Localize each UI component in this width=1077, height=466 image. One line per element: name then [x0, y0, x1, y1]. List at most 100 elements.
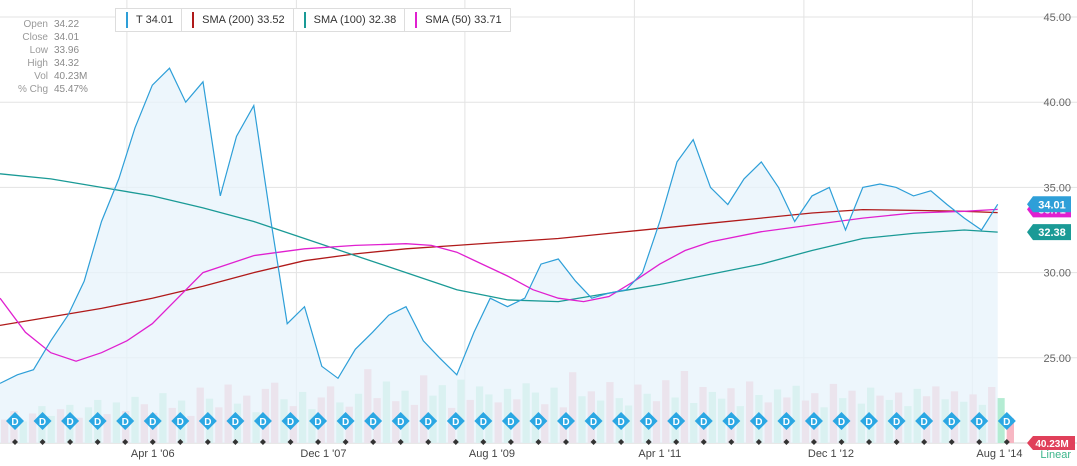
dividend-diamond — [584, 412, 603, 430]
dividend-marker[interactable]: D — [226, 412, 245, 445]
dividend-tick — [315, 439, 322, 445]
legend-chip-t[interactable]: T 34.01 — [115, 8, 182, 32]
dividend-marker[interactable]: D — [88, 412, 107, 445]
dividend-label: D — [232, 417, 239, 428]
legend-swatch-t — [126, 12, 128, 28]
dividend-marker[interactable]: D — [336, 412, 355, 445]
y-axis-labels: 45.00 40.00 35.00 30.00 25.00 — [1043, 12, 1071, 365]
dividend-label: D — [480, 417, 487, 428]
dividend-label: D — [452, 417, 459, 428]
dividend-label: D — [370, 417, 377, 428]
dividend-marker[interactable]: D — [942, 412, 961, 445]
dividend-diamond — [694, 412, 713, 430]
dividend-label: D — [838, 417, 845, 428]
dividend-marker[interactable]: D — [281, 412, 300, 445]
dividend-marker[interactable]: D — [584, 412, 603, 445]
dividend-diamond — [612, 412, 631, 430]
x-tick-label-2: Aug 1 '09 — [469, 448, 515, 460]
dividend-marker[interactable]: D — [777, 412, 796, 445]
dividend-marker[interactable]: D — [143, 412, 162, 445]
dividend-tick — [149, 439, 156, 445]
dividend-marker[interactable]: D — [639, 412, 658, 445]
dividend-diamond — [474, 412, 493, 430]
volume-bar — [1006, 418, 1014, 443]
dividend-tick — [177, 439, 184, 445]
dividend-diamond — [116, 412, 135, 430]
dividend-marker[interactable]: D — [116, 412, 135, 445]
dividend-tick — [948, 439, 955, 445]
dividend-marker[interactable]: D — [694, 412, 713, 445]
dividend-marker[interactable]: D — [915, 412, 934, 445]
x-tick-label-3: Apr 1 '11 — [638, 448, 681, 460]
dividend-marker[interactable]: D — [474, 412, 493, 445]
legend-chip-sma50[interactable]: SMA (50) 33.71 — [404, 8, 511, 32]
dividend-diamond — [860, 412, 879, 430]
dividend-tick — [783, 439, 790, 445]
dividend-marker[interactable]: D — [887, 412, 906, 445]
sma-200-line — [0, 208, 998, 327]
dividend-marker[interactable]: D — [557, 412, 575, 445]
legend-chip-sma100[interactable]: SMA (100) 32.38 — [292, 8, 405, 32]
dividend-marker[interactable]: D — [997, 412, 1016, 445]
dividend-marker[interactable]: D — [860, 412, 879, 445]
y-tick-label-4: 25.00 — [1043, 353, 1071, 365]
dividend-label: D — [673, 417, 680, 428]
volume-tag-bg — [1027, 436, 1075, 450]
dividend-label: D — [39, 417, 46, 428]
dividend-label: D — [562, 417, 569, 428]
dividend-tick — [590, 439, 597, 445]
value-tag-label-1: 32.38 — [1038, 227, 1066, 239]
dividend-marker[interactable]: D — [419, 412, 438, 445]
legend-chip-sma200[interactable]: SMA (200) 33.52 — [181, 8, 293, 32]
dividend-tick — [618, 439, 625, 445]
dividend-diamond — [529, 412, 548, 430]
dividend-tick — [259, 439, 266, 445]
dividend-diamond — [391, 412, 410, 430]
dividend-marker[interactable]: D — [61, 412, 80, 445]
dividend-marker[interactable]: D — [529, 412, 548, 445]
value-tag-bg-2 — [1027, 196, 1071, 213]
dividend-diamond — [970, 412, 989, 430]
dividend-marker[interactable]: D — [749, 412, 768, 445]
dividend-tick — [480, 439, 487, 445]
dividend-marker[interactable]: D — [309, 412, 328, 445]
x-tick-label-5: Aug 1 '14 — [976, 448, 1022, 460]
dividend-tick — [838, 439, 845, 445]
dividend-marker[interactable]: D — [6, 412, 24, 445]
dividend-tick — [921, 439, 928, 445]
dividend-marker[interactable]: D — [171, 412, 190, 445]
dividend-label: D — [700, 417, 707, 428]
dividend-label: D — [755, 417, 762, 428]
scale-toggle-linear[interactable]: Linear — [1040, 449, 1071, 461]
dividend-marker[interactable]: D — [832, 412, 851, 445]
dividend-tick — [535, 439, 542, 445]
value-tag-bg-1 — [1027, 224, 1071, 241]
dividend-marker[interactable]: D — [33, 412, 52, 445]
dividend-diamond — [61, 412, 80, 430]
dividend-marker[interactable]: D — [804, 412, 823, 445]
dividend-marker[interactable]: D — [722, 412, 741, 445]
dividend-diamond — [887, 412, 906, 430]
legend-swatch-sma100 — [303, 12, 306, 28]
dividend-marker[interactable]: D — [612, 412, 631, 445]
dividend-tick — [370, 439, 377, 445]
dividend-marker[interactable]: D — [970, 412, 989, 445]
dividend-marker[interactable]: D — [446, 412, 465, 445]
x-tick-label-0: Apr 1 '06 — [131, 448, 175, 460]
dividend-marker[interactable]: D — [391, 412, 410, 445]
y-tick-label-1: 40.00 — [1043, 97, 1071, 109]
dividend-marker[interactable]: D — [198, 412, 217, 445]
dividend-marker[interactable]: D — [364, 412, 383, 445]
dividend-label: D — [287, 417, 294, 428]
dividend-marker[interactable]: D — [667, 412, 686, 445]
dividend-tick — [728, 439, 735, 445]
dividend-marker[interactable]: D — [501, 412, 520, 445]
dividend-tick — [39, 439, 46, 445]
dividend-tick — [12, 439, 18, 445]
dividend-marker[interactable]: D — [253, 412, 272, 445]
dividend-tick — [67, 439, 74, 445]
dividend-label: D — [122, 417, 129, 428]
